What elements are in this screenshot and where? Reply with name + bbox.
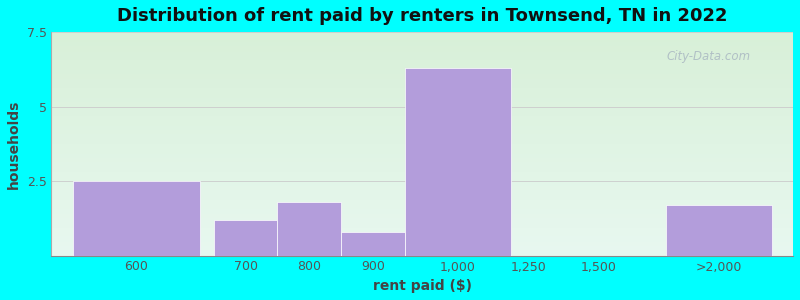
- Bar: [73, 181, 200, 256]
- Bar: [666, 205, 772, 256]
- Text: City-Data.com: City-Data.com: [667, 50, 751, 63]
- Bar: [405, 68, 510, 256]
- Bar: [278, 202, 341, 256]
- Y-axis label: households: households: [7, 99, 21, 188]
- Bar: [341, 232, 405, 256]
- X-axis label: rent paid ($): rent paid ($): [373, 279, 472, 293]
- Bar: [214, 220, 278, 256]
- Title: Distribution of rent paid by renters in Townsend, TN in 2022: Distribution of rent paid by renters in …: [117, 7, 727, 25]
